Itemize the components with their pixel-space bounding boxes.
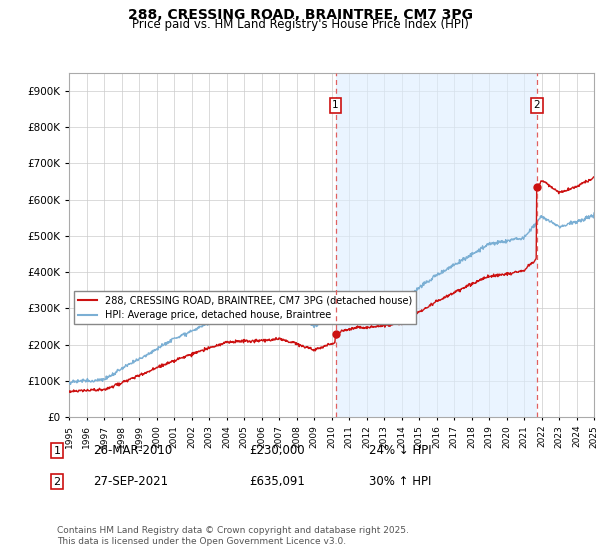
Text: Contains HM Land Registry data © Crown copyright and database right 2025.
This d: Contains HM Land Registry data © Crown c… bbox=[57, 526, 409, 546]
Text: £230,000: £230,000 bbox=[249, 444, 305, 458]
Text: 27-SEP-2021: 27-SEP-2021 bbox=[93, 475, 168, 488]
Text: 1: 1 bbox=[332, 100, 339, 110]
Text: 288, CRESSING ROAD, BRAINTREE, CM7 3PG: 288, CRESSING ROAD, BRAINTREE, CM7 3PG bbox=[128, 8, 473, 22]
Text: 2: 2 bbox=[53, 477, 61, 487]
Text: 1: 1 bbox=[53, 446, 61, 456]
Bar bbox=[335, 73, 537, 417]
Text: 2: 2 bbox=[533, 100, 540, 110]
Text: 24% ↓ HPI: 24% ↓ HPI bbox=[369, 444, 431, 458]
Text: 30% ↑ HPI: 30% ↑ HPI bbox=[369, 475, 431, 488]
Text: Price paid vs. HM Land Registry's House Price Index (HPI): Price paid vs. HM Land Registry's House … bbox=[131, 18, 469, 31]
Legend: 288, CRESSING ROAD, BRAINTREE, CM7 3PG (detached house), HPI: Average price, det: 288, CRESSING ROAD, BRAINTREE, CM7 3PG (… bbox=[74, 291, 416, 324]
Text: 26-MAR-2010: 26-MAR-2010 bbox=[93, 444, 172, 458]
Text: £635,091: £635,091 bbox=[249, 475, 305, 488]
